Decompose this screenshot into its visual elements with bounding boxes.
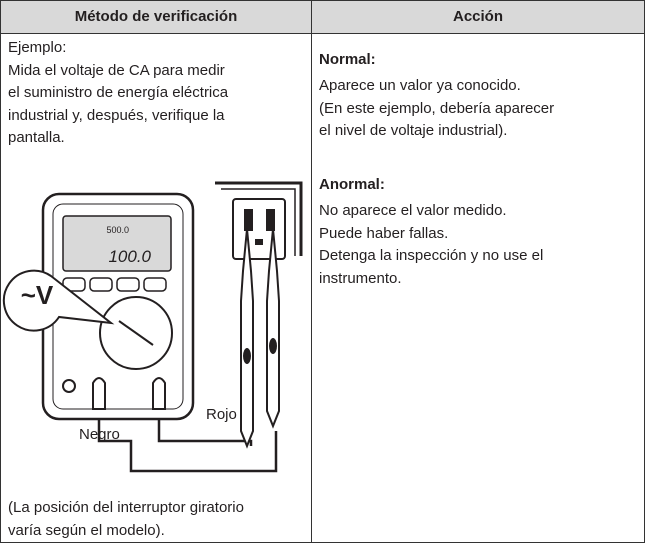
left-text: Ejemplo: Mida el voltaje de CA para medir… bbox=[8, 37, 228, 150]
red-label: Rojo bbox=[206, 406, 237, 423]
display-main: 100.0 bbox=[108, 247, 151, 266]
abnormal-title: Anormal: bbox=[319, 176, 385, 193]
column-header: Acción bbox=[312, 1, 644, 34]
text-line: pantalla. bbox=[8, 129, 65, 146]
column-divider bbox=[311, 1, 312, 542]
callout bbox=[2, 269, 115, 332]
wire-red bbox=[157, 406, 253, 446]
probe-band bbox=[269, 338, 277, 354]
text-line: el suministro de energía eléctrica bbox=[8, 84, 229, 101]
probe bbox=[240, 228, 254, 449]
wall-outline bbox=[215, 181, 303, 256]
outlet-ground bbox=[255, 239, 263, 245]
text-line: (En este ejemplo, debería aparecer bbox=[319, 99, 555, 117]
normal-text: Aparece un valor ya conocido. (En este ej… bbox=[319, 75, 554, 143]
function-label: ~V bbox=[21, 280, 54, 310]
dial-pointer bbox=[118, 320, 154, 346]
column-header: Método de verificación bbox=[1, 1, 311, 34]
wire-black bbox=[97, 406, 278, 473]
text-line: (La posición del interruptor giratorio bbox=[8, 499, 244, 516]
meter-button bbox=[116, 277, 140, 292]
black-label: Negro bbox=[79, 426, 120, 443]
text-line: Mida el voltaje de CA para medir bbox=[8, 61, 225, 79]
wall-outline bbox=[221, 188, 296, 256]
text-line: instrumento. bbox=[319, 269, 402, 287]
text-line: No aparece el valor medido. bbox=[319, 202, 507, 219]
terminal bbox=[62, 379, 76, 393]
meter-button bbox=[143, 277, 167, 292]
outlet bbox=[232, 198, 286, 260]
probe-band bbox=[243, 348, 251, 364]
text-line: varía según el modelo). bbox=[8, 521, 165, 539]
probe bbox=[266, 228, 280, 429]
display-small: 500.0 bbox=[106, 225, 129, 235]
normal-title: Normal: bbox=[319, 51, 376, 68]
footnote: (La posición del interruptor giratorio va… bbox=[8, 497, 244, 542]
outlet-slot bbox=[266, 209, 275, 231]
outlet-slot bbox=[244, 209, 253, 231]
meter-display bbox=[62, 215, 172, 272]
plug-black bbox=[92, 377, 106, 410]
text-line: industrial y, después, verifique la bbox=[8, 106, 225, 124]
text-line: Puede haber fallas. bbox=[319, 224, 449, 242]
text-line: Detenga la inspección y no use el bbox=[319, 247, 544, 264]
text-line: Aparece un valor ya conocido. bbox=[319, 77, 521, 94]
abnormal-text: No aparece el valor medido. Puede haber f… bbox=[319, 200, 543, 290]
text-line: Ejemplo: bbox=[8, 39, 67, 56]
plug-red bbox=[152, 377, 166, 410]
text-line: el nivel de voltaje industrial). bbox=[319, 122, 508, 139]
meter-button bbox=[89, 277, 113, 292]
